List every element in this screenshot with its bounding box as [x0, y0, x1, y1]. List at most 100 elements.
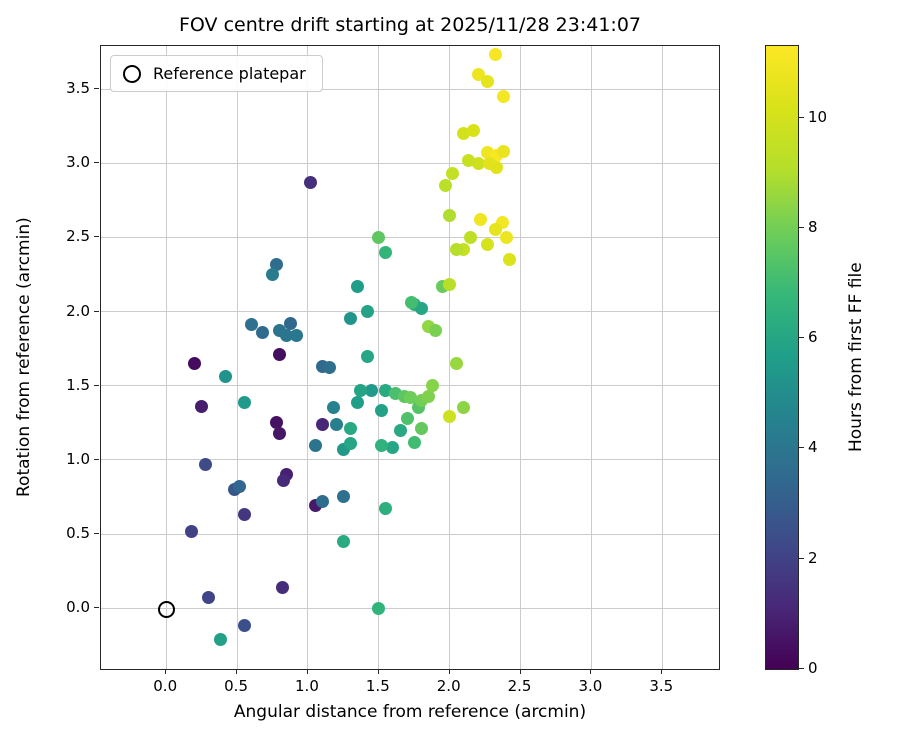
colorbar-tick-label: 2: [808, 548, 818, 567]
scatter-point: [199, 457, 213, 471]
scatter-point: [290, 328, 304, 342]
grid-line: [378, 46, 380, 669]
x-tick-label: 0.5: [224, 677, 248, 695]
scatter-point: [343, 422, 357, 436]
scatter-point: [353, 383, 367, 397]
y-tick: [94, 384, 99, 386]
x-tick-label: 1.5: [365, 677, 390, 695]
y-tick-label: 3.0: [66, 153, 90, 172]
scatter-point: [213, 632, 227, 646]
reference-platepar-marker: [157, 601, 175, 619]
y-axis-label: Rotation from reference (arcmin): [14, 217, 34, 498]
scatter-point: [404, 296, 418, 310]
x-tick-label: 0.0: [153, 677, 178, 695]
scatter-point: [502, 253, 516, 267]
y-tick-label: 0.0: [66, 598, 90, 617]
scatter-point: [273, 426, 287, 440]
grid-line: [101, 88, 719, 90]
y-tick-label: 1.0: [66, 449, 90, 468]
scatter-point: [315, 494, 329, 508]
scatter-point: [464, 230, 478, 244]
scatter-point: [351, 395, 365, 409]
scatter-point: [375, 438, 389, 452]
scatter-point: [438, 178, 452, 192]
x-tick: [236, 669, 238, 674]
colorbar-tick: [799, 337, 804, 339]
scatter-point: [414, 302, 428, 316]
scatter-point: [237, 395, 251, 409]
scatter-point: [343, 437, 357, 451]
scatter-point: [446, 167, 460, 181]
scatter-point: [280, 328, 294, 342]
scatter-point: [372, 230, 386, 244]
scatter-point: [407, 435, 421, 449]
scatter-point: [188, 356, 202, 370]
x-tick: [519, 669, 521, 674]
grid-line: [101, 459, 719, 461]
scatter-point: [488, 48, 502, 62]
colorbar-tick-label: 4: [808, 438, 818, 457]
colorbar-tick: [799, 668, 804, 669]
scatter-point: [365, 383, 379, 397]
grid-line: [236, 46, 238, 669]
grid-line: [307, 46, 309, 669]
scatter-point: [360, 349, 374, 363]
chart-title: FOV centre drift starting at 2025/11/28 …: [178, 14, 642, 36]
scatter-point: [202, 591, 216, 605]
scatter-point: [450, 356, 464, 370]
x-tick-label: 2.0: [436, 677, 461, 695]
grid-line: [101, 162, 719, 164]
scatter-point: [372, 601, 386, 615]
y-tick: [94, 162, 99, 164]
scatter-point: [457, 127, 471, 141]
y-tick-label: 0.5: [66, 524, 90, 543]
grid-line: [101, 607, 719, 609]
scatter-point: [403, 391, 417, 405]
scatter-point: [457, 401, 471, 415]
scatter-point: [421, 389, 435, 403]
scatter-point: [277, 474, 291, 488]
scatter-point: [379, 502, 393, 516]
scatter-point: [467, 124, 481, 138]
grid-line: [520, 46, 522, 669]
colorbar-tick-label: 10: [808, 107, 828, 126]
y-tick-label: 1.5: [66, 375, 90, 394]
y-tick: [94, 236, 99, 238]
scatter-point: [244, 318, 258, 332]
x-axis-label: Angular distance from reference (arcmin): [233, 702, 587, 722]
scatter-point: [322, 361, 336, 375]
colorbar-tick-label: 6: [808, 328, 818, 347]
x-tick: [448, 669, 450, 674]
scatter-point: [497, 89, 511, 103]
x-tick: [377, 669, 379, 674]
grid-line: [101, 533, 719, 535]
scatter-point: [329, 417, 343, 431]
scatter-point: [273, 348, 287, 362]
scatter-point: [315, 417, 329, 431]
scatter-point: [256, 325, 270, 339]
scatter-point: [275, 580, 289, 594]
y-tick: [94, 533, 99, 535]
x-tick: [590, 669, 592, 674]
scatter-point: [351, 279, 365, 293]
scatter-point: [393, 423, 407, 437]
x-tick-label: 1.0: [295, 677, 319, 695]
scatter-point: [461, 153, 475, 167]
colorbar-tick: [799, 447, 804, 449]
grid-line: [101, 385, 719, 387]
scatter-point: [237, 619, 251, 633]
scatter-point: [499, 230, 513, 244]
scatter-point: [450, 242, 464, 256]
scatter-point: [270, 257, 284, 271]
scatter-point: [443, 278, 457, 292]
scatter-point: [443, 208, 457, 222]
scatter-point: [270, 416, 284, 430]
x-tick: [165, 669, 167, 674]
scatter-point: [237, 508, 251, 522]
scatter-point: [284, 316, 298, 330]
scatter-point: [379, 383, 393, 397]
scatter-point: [497, 144, 511, 158]
y-tick-label: 3.5: [66, 79, 90, 98]
scatter-point: [233, 480, 247, 494]
